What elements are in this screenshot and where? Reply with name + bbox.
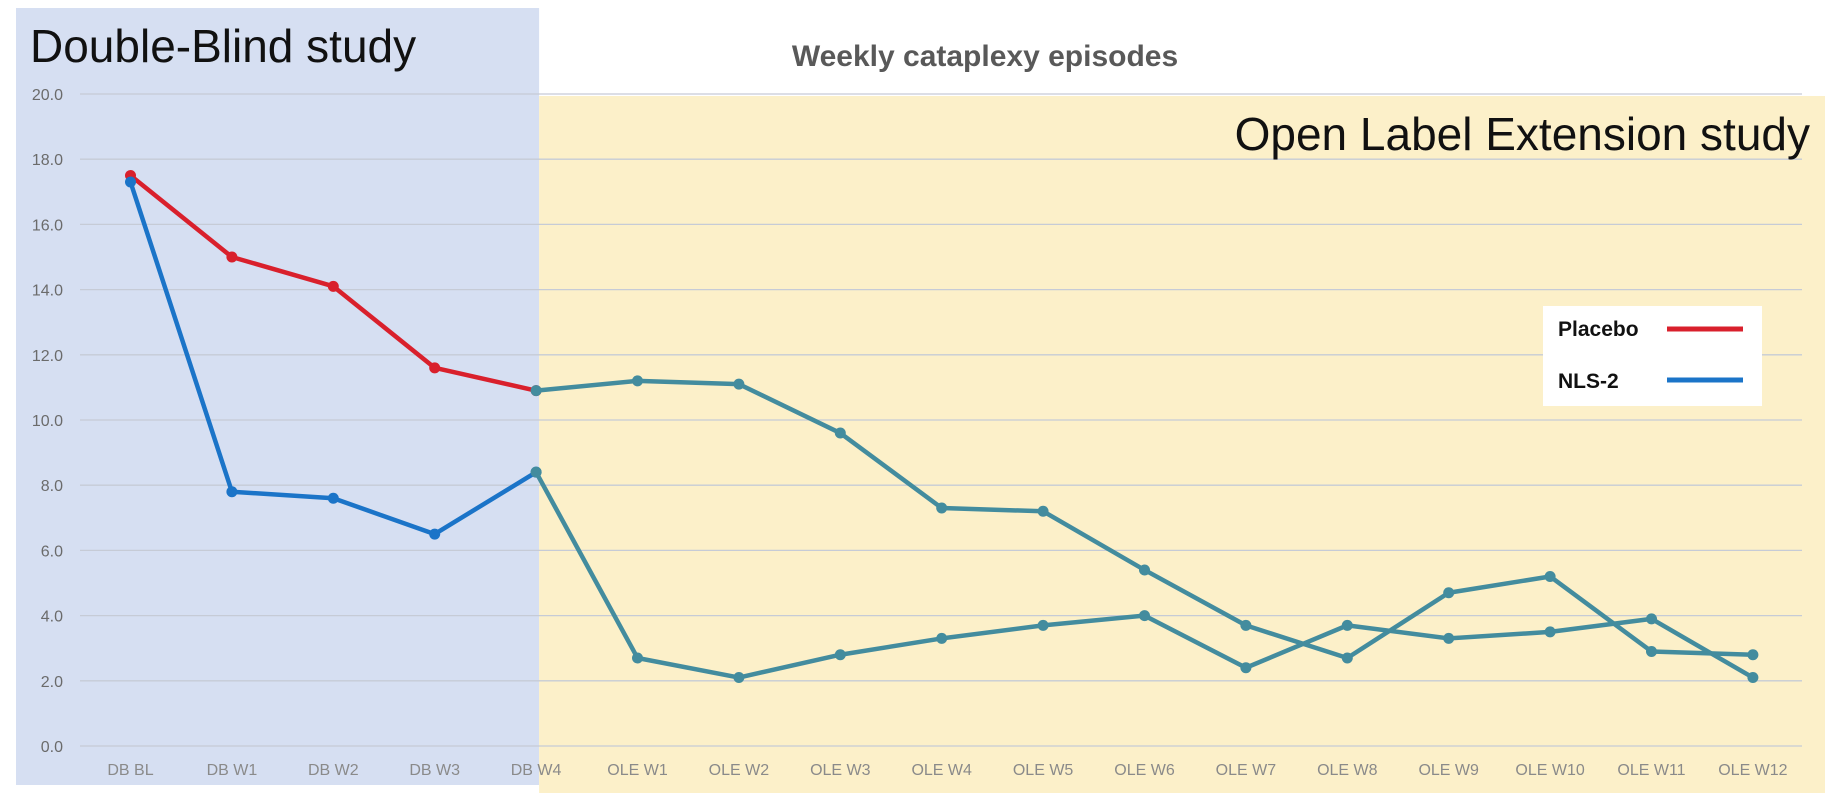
y-tick-label: 0.0	[41, 739, 63, 756]
data-point	[226, 251, 238, 263]
data-point	[530, 466, 542, 478]
y-tick-label: 20.0	[32, 87, 63, 104]
data-point	[632, 652, 643, 664]
data-point	[1139, 610, 1150, 622]
y-tick-label: 14.0	[32, 283, 63, 300]
x-tick-label: OLE W7	[1216, 762, 1277, 779]
data-point	[1443, 587, 1455, 599]
x-tick-label: DB W3	[409, 762, 460, 779]
data-point	[834, 649, 846, 661]
x-tick-label: OLE W1	[607, 762, 668, 779]
gridlines	[80, 93, 1802, 747]
data-point	[1240, 619, 1252, 631]
data-point	[1240, 662, 1252, 674]
data-point	[1544, 626, 1556, 638]
data-point	[1341, 619, 1353, 631]
data-point	[530, 385, 542, 397]
data-point	[1747, 672, 1759, 684]
data-point	[632, 375, 643, 387]
data-point	[1037, 505, 1049, 517]
legend-label-nls2: NLS-2	[1558, 370, 1619, 393]
data-point	[1443, 632, 1455, 644]
data-point	[834, 427, 846, 439]
series-3	[530, 466, 1759, 684]
legend-label-placebo: Placebo	[1558, 318, 1639, 341]
y-tick-label: 10.0	[32, 413, 63, 430]
chart-title: Weekly cataplexy episodes	[792, 40, 1178, 73]
x-tick-label: OLE W2	[709, 762, 770, 779]
x-axis-ticks: DB BL DB W1 DB W2 DB W3 DB W4 OLE W1 OLE W2 OLE…	[107, 762, 1787, 779]
data-point	[1544, 570, 1556, 582]
double-blind-region	[16, 8, 540, 785]
y-tick-label: 6.0	[41, 543, 63, 560]
open-label-region	[539, 96, 1825, 793]
x-tick-label: OLE W5	[1013, 762, 1074, 779]
data-point	[429, 362, 441, 374]
y-tick-label: 2.0	[41, 674, 63, 691]
series	[125, 170, 1759, 684]
x-tick-label: OLE W3	[810, 762, 871, 779]
open-label-region-label: Open Label Extension study	[1235, 108, 1810, 160]
data-point	[936, 632, 948, 644]
data-point	[1646, 645, 1657, 657]
background-regions	[16, 8, 1825, 793]
x-tick-label: OLE W9	[1418, 762, 1479, 779]
data-point	[125, 176, 136, 188]
data-point	[226, 486, 238, 498]
data-point	[1139, 564, 1150, 576]
data-point	[1037, 619, 1049, 631]
y-tick-label: 12.0	[32, 348, 63, 365]
y-tick-label: 8.0	[41, 478, 63, 495]
x-tick-label: OLE W6	[1114, 762, 1175, 779]
y-tick-label: 4.0	[41, 609, 63, 626]
x-tick-label: DB W4	[511, 762, 562, 779]
double-blind-region-label: Double-Blind study	[30, 20, 416, 72]
y-tick-label: 18.0	[32, 152, 63, 169]
series-2	[530, 375, 1759, 664]
y-tick-label: 16.0	[32, 217, 63, 234]
data-point	[1747, 649, 1759, 661]
legend: Placebo NLS-2	[1543, 306, 1762, 406]
x-tick-label: OLE W8	[1317, 762, 1378, 779]
x-tick-label: DB BL	[107, 762, 153, 779]
y-axis-ticks: 0.0 2.0 4.0 6.0 8.0 10.0 12.0 14.0 16.0 18.0 20.0	[32, 87, 63, 756]
data-point	[1646, 613, 1657, 625]
legend-box	[1543, 306, 1762, 406]
data-point	[1341, 652, 1353, 664]
x-tick-label: OLE W10	[1515, 762, 1584, 779]
data-point	[733, 378, 745, 390]
x-tick-label: DB W2	[308, 762, 359, 779]
data-point	[936, 502, 948, 514]
data-point	[327, 280, 339, 292]
x-tick-label: OLE W11	[1617, 762, 1685, 779]
data-point	[429, 528, 441, 540]
x-tick-label: OLE W12	[1718, 762, 1787, 779]
x-tick-label: DB W1	[207, 762, 258, 779]
data-point	[733, 672, 745, 684]
x-tick-label: OLE W4	[911, 762, 972, 779]
data-point	[327, 492, 339, 504]
